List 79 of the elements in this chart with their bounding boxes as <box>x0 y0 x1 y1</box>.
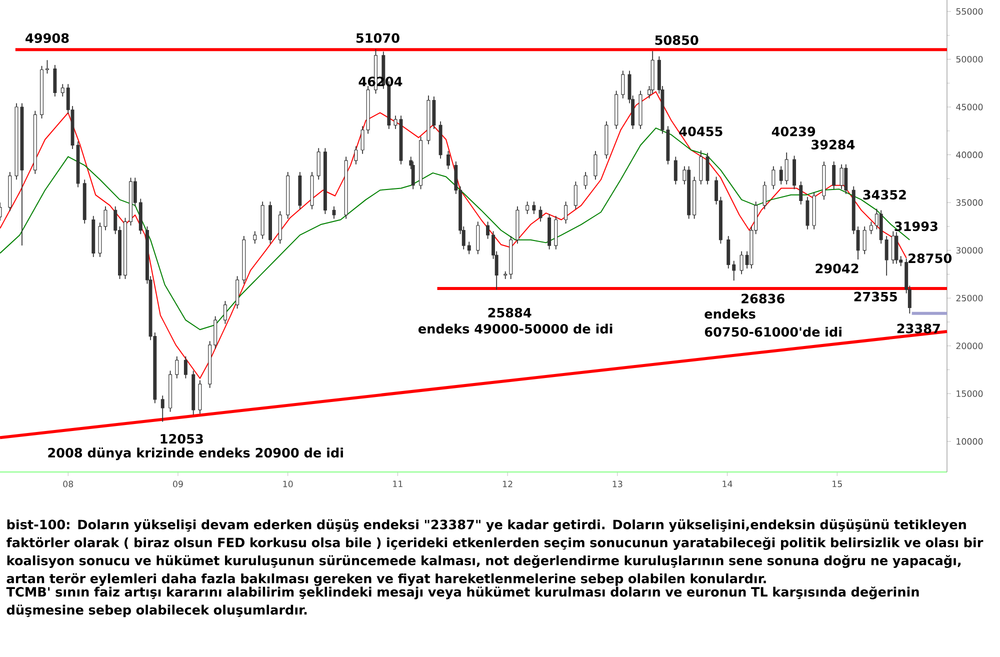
text: bist-100: Doların yükselişi devam ederken düşüş endeksi "23387" ye kadar getirdi. Doların yükselişini,endeksin düşüşünü tetikleyen faktörler olarak ( biraz olsun FED korkusu olsa bile ) içerideki etkenlerden seçim sonucunun yaratabileceği politik belirsizlik ve olası bir koalisyon sonucu ve hükümet kuruluşunun sürüncemede kalması, not değerlendirme kuruluşlarının sene sonuna doğru ne yapacağı, artan terör eylemleri daha fazla bakılması gereken ve fiyat hareketlenmelerine sebep olabilen konulardır. <box>6 519 984 586</box>
candlestick <box>844 164 848 194</box>
candlestick <box>60 84 64 97</box>
candlestick <box>446 150 450 170</box>
annotation: 27355 <box>854 292 897 302</box>
annotation: 29042 <box>816 264 858 274</box>
candlestick <box>832 161 836 190</box>
candlestick <box>532 201 536 214</box>
candlestick <box>526 201 530 214</box>
candlestick <box>762 181 766 210</box>
annotation: 23387 <box>897 324 940 334</box>
annotation: 12053 <box>160 434 203 444</box>
annotation: 34352 <box>863 190 906 200</box>
y-tick-label: 50000 <box>956 56 983 63</box>
x-tick-label: 10 <box>283 480 293 488</box>
candlestick <box>574 181 578 210</box>
candlestick <box>184 356 188 379</box>
candlestick <box>621 70 625 99</box>
candlestick <box>869 221 873 235</box>
candlestick <box>799 181 803 205</box>
annotation: 26836 <box>742 294 784 304</box>
y-tick-label: 30000 <box>956 247 983 254</box>
y-tick-label: 20000 <box>956 342 983 350</box>
annotation: 28750 <box>908 253 952 264</box>
candlestick <box>360 126 364 154</box>
candlestick <box>160 395 164 422</box>
y-tick-label: 35000 <box>956 199 983 206</box>
candlestick <box>674 156 678 185</box>
y-tick-label: 25000 <box>956 294 983 302</box>
y-tick-label: 40000 <box>956 152 983 158</box>
annotation: 51070 <box>356 33 400 43</box>
y-tick-label: 10000 <box>956 438 983 445</box>
candlestick <box>104 206 108 231</box>
x-tick-label: 13 <box>612 480 622 488</box>
candlestick <box>894 232 898 264</box>
candlestick <box>594 150 598 180</box>
x-tick-label: 15 <box>832 480 842 488</box>
annotation: endeks 60750-61000'de idi <box>704 308 842 337</box>
candlestick <box>732 260 736 282</box>
candlestick <box>584 172 588 190</box>
annotation: endeks 49000-50000 de idi <box>418 324 612 334</box>
annotation: 31993 <box>894 221 938 232</box>
text: TCMB' sının faiz artışı kararını alabilirim şeklindeki mesajı veya hükümet kurulması doların ve euronun TL karşısında değerinin düşmesine sebep olabilecek oluşumlardır. <box>6 586 919 618</box>
candlestick <box>46 60 49 74</box>
candlestick <box>706 152 710 185</box>
candlestick <box>862 226 866 255</box>
candlestick <box>467 241 471 255</box>
candlestick <box>564 201 568 224</box>
candlestick <box>53 64 57 97</box>
candlestick <box>740 250 744 275</box>
annotation: 40239 <box>772 126 816 136</box>
annotation: 40455 <box>679 126 722 136</box>
x-tick-label: 08 <box>63 480 74 488</box>
x-tick-label: 09 <box>173 480 183 488</box>
y-tick-label: 55000 <box>956 8 983 15</box>
annotation: 25884 <box>488 308 532 318</box>
x-tick-label: 11 <box>393 480 402 488</box>
candlestick <box>840 164 844 190</box>
x-tick-label: 14 <box>722 480 732 488</box>
candlestick <box>253 230 257 244</box>
candlestick <box>332 206 336 220</box>
candlestick <box>884 236 888 276</box>
candlestick <box>699 150 703 185</box>
x-tick-label: 12 <box>502 480 512 488</box>
candlestick <box>175 356 179 379</box>
annotation: 50850 <box>655 35 698 45</box>
candlestick <box>779 166 783 185</box>
y-tick-label: 15000 <box>956 390 983 397</box>
annotation: 49908 <box>26 33 69 43</box>
annotation: 39284 <box>812 140 855 150</box>
candlestick <box>354 146 358 165</box>
candlestick <box>316 148 320 180</box>
candlestick <box>784 152 788 185</box>
candlestick <box>538 206 542 222</box>
candlestick <box>772 166 776 190</box>
candlestick <box>223 300 227 324</box>
y-tick-label: 45000 <box>956 104 983 110</box>
candlestick <box>486 221 490 240</box>
annotation: 2008 dünya krizinde endeks 20900 de idi <box>48 447 343 460</box>
